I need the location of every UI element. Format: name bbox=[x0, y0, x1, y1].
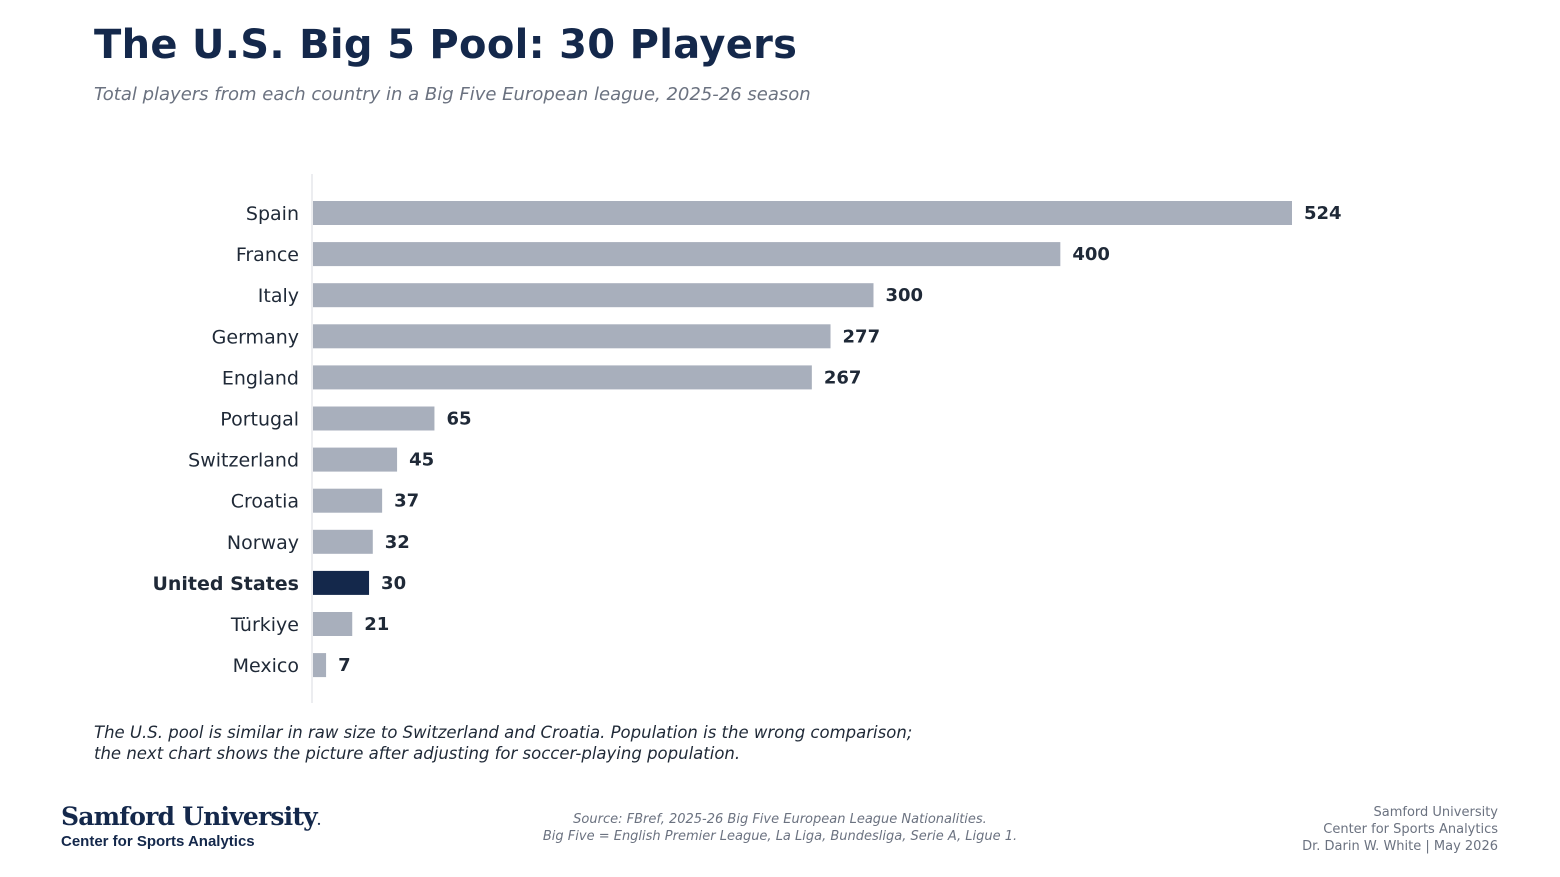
category-label-t-rkiye: Türkiye bbox=[230, 614, 299, 636]
credit-block: Samford University Center for Sports Ana… bbox=[1302, 804, 1498, 855]
value-label-t-rkiye: 21 bbox=[364, 614, 389, 635]
bar-england bbox=[313, 365, 812, 390]
bar-mexico bbox=[313, 653, 327, 678]
bar-croatia bbox=[313, 488, 383, 513]
chart-title: The U.S. Big 5 Pool: 30 Players bbox=[94, 22, 798, 68]
bar-spain bbox=[313, 201, 1292, 225]
source-note: Source: FBref, 2025-26 Big Five European… bbox=[480, 812, 1080, 845]
category-label-france: France bbox=[236, 244, 299, 266]
source-line-1: Source: FBref, 2025-26 Big Five European… bbox=[573, 812, 987, 827]
credit-line-3: Dr. Darin W. White | May 2026 bbox=[1302, 839, 1498, 854]
bar-france bbox=[313, 242, 1061, 267]
logo-mark: . bbox=[316, 814, 322, 828]
category-label-croatia: Croatia bbox=[231, 491, 299, 513]
bar-switzerland bbox=[313, 447, 398, 472]
logo-name: Samford University bbox=[61, 802, 318, 831]
value-label-italy: 300 bbox=[885, 285, 923, 306]
chart-subtitle: Total players from each country in a Big… bbox=[94, 84, 811, 105]
category-label-england: England bbox=[222, 367, 299, 389]
credit-line-2: Center for Sports Analytics bbox=[1323, 822, 1498, 837]
value-label-mexico: 7 bbox=[338, 655, 351, 676]
value-label-france: 400 bbox=[1072, 244, 1110, 265]
bar-norway bbox=[313, 529, 373, 554]
value-label-england: 267 bbox=[824, 367, 862, 388]
bar-united-states bbox=[313, 570, 370, 595]
category-label-germany: Germany bbox=[212, 326, 299, 348]
category-label-switzerland: Switzerland bbox=[188, 450, 299, 472]
category-label-italy: Italy bbox=[258, 285, 299, 307]
category-label-spain: Spain bbox=[246, 203, 299, 225]
value-label-croatia: 37 bbox=[394, 491, 419, 512]
logo-wordmark: Samford University. bbox=[61, 802, 321, 831]
value-label-united-states: 30 bbox=[381, 573, 406, 594]
note-line-1: The U.S. pool is similar in raw size to … bbox=[94, 723, 913, 742]
bar-t-rkiye bbox=[313, 612, 353, 636]
value-label-germany: 277 bbox=[843, 326, 881, 347]
logo-subtitle: Center for Sports Analytics bbox=[61, 833, 255, 850]
samford-logo: Samford University. Center for Sports An… bbox=[61, 802, 321, 850]
bar-portugal bbox=[313, 406, 435, 431]
chart-note: The U.S. pool is similar in raw size to … bbox=[94, 722, 912, 764]
value-label-switzerland: 45 bbox=[409, 450, 434, 471]
credit-line-1: Samford University bbox=[1373, 805, 1499, 820]
note-line-2: the next chart shows the picture after a… bbox=[94, 744, 741, 763]
bar-germany bbox=[313, 324, 831, 349]
category-label-united-states: United States bbox=[152, 573, 299, 595]
value-label-spain: 524 bbox=[1304, 203, 1342, 224]
category-label-mexico: Mexico bbox=[233, 655, 299, 677]
bar-italy bbox=[313, 283, 874, 308]
value-label-portugal: 65 bbox=[446, 409, 471, 430]
value-label-norway: 32 bbox=[385, 532, 410, 553]
category-label-portugal: Portugal bbox=[220, 409, 299, 431]
source-line-2: Big Five = English Premier League, La Li… bbox=[542, 828, 1018, 844]
category-label-norway: Norway bbox=[227, 532, 299, 554]
